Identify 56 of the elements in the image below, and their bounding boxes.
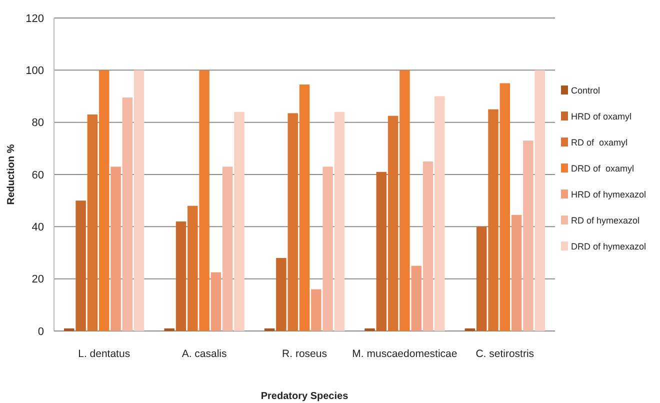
legend-label: HRD of hymexazol xyxy=(571,190,646,200)
bar xyxy=(98,70,110,331)
x-tick-label: M. muscaedomesticae xyxy=(352,348,458,360)
bar xyxy=(188,206,198,331)
x-tick-label: R. roseus xyxy=(282,348,327,360)
y-tick-label: 80 xyxy=(32,117,44,130)
y-tick-label: 100 xyxy=(26,65,44,78)
bar xyxy=(210,272,222,331)
bar xyxy=(534,70,545,331)
legend-label: RD of hymexazol xyxy=(571,216,640,226)
bar xyxy=(388,116,398,331)
x-axis-title: Predatory Species xyxy=(260,391,349,402)
bar xyxy=(222,166,233,331)
bar xyxy=(199,70,210,331)
bar xyxy=(422,161,434,331)
bar xyxy=(234,112,244,331)
bar xyxy=(500,83,510,331)
bar xyxy=(334,112,345,331)
y-tick-label: 60 xyxy=(32,169,44,182)
x-tick-label: A. casalis xyxy=(182,348,227,360)
bar xyxy=(523,140,534,331)
bar xyxy=(400,70,410,331)
bar xyxy=(87,114,98,331)
bar xyxy=(276,258,286,331)
bar xyxy=(464,328,476,331)
bar xyxy=(176,221,186,331)
bar xyxy=(299,84,310,331)
y-tick-label: 40 xyxy=(32,222,44,234)
x-tick-label: L. dentatus xyxy=(78,348,130,360)
legend-label: RD of oxamyl xyxy=(571,138,628,148)
y-tick-label: 20 xyxy=(32,274,44,286)
bar xyxy=(122,98,133,331)
bar xyxy=(364,328,375,331)
bar xyxy=(376,172,387,331)
bar xyxy=(311,289,322,331)
bar xyxy=(264,328,275,331)
legend-label: HRD of oxamyl xyxy=(571,112,632,122)
x-tick-label: C. setirostris xyxy=(476,348,534,360)
bar xyxy=(411,266,422,331)
bar xyxy=(76,200,86,331)
bar xyxy=(288,113,298,331)
bar xyxy=(64,328,74,331)
legend-label: DRD of oxamyl xyxy=(571,164,634,174)
legend-label: Control xyxy=(571,86,600,96)
y-tick-label: 120 xyxy=(26,12,44,25)
bar xyxy=(134,70,144,331)
bar xyxy=(488,109,498,331)
bar xyxy=(434,96,445,331)
bar xyxy=(322,166,333,331)
legend-label: DRD of hymexazol xyxy=(571,242,646,252)
bar xyxy=(164,328,174,331)
y-axis-title: Reduction % xyxy=(6,144,17,205)
bar xyxy=(511,214,522,331)
bar xyxy=(476,226,487,331)
y-tick-label: 0 xyxy=(38,326,44,338)
bar xyxy=(110,166,121,331)
